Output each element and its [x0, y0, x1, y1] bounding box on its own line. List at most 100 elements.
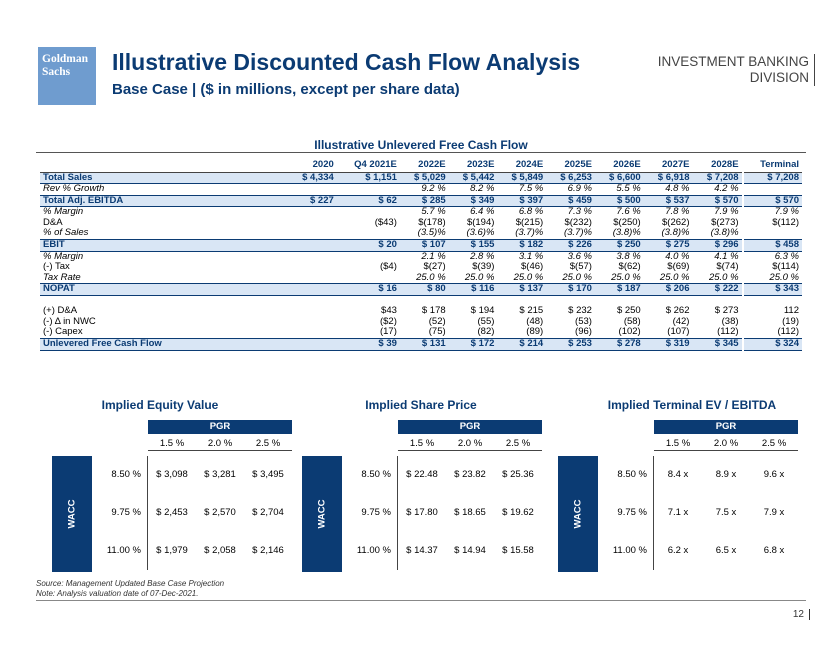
row-value: 4.8 % — [665, 183, 690, 195]
row-value: $ 343 — [741, 283, 802, 297]
row-value: $ 39 — [336, 337, 400, 351]
row-label: (-) Tax — [43, 261, 70, 273]
sensitivity-row: 9.75 % 7.1 x 7.5 x 7.9 x — [598, 494, 798, 532]
sensitivity-value: $ 3,281 — [204, 469, 236, 480]
fcf-row: Total Adj. EBITDA $ 227 $ 62 $ 285 $ 349 $ 39… — [40, 194, 802, 208]
row-value: $ 62 — [336, 194, 400, 208]
row-value: $ 227 — [288, 194, 337, 208]
row-label: EBIT — [40, 239, 288, 252]
row-value: 7.6 % — [616, 206, 641, 218]
row-value: $ 5,849 — [497, 171, 547, 185]
row-value: $ 107 — [399, 239, 449, 252]
fcf-row: % Margin 2.1 % 2.8 % 3.1 % 3.6 % 3.8 % 4.0 % 4.… — [40, 250, 802, 263]
row-value: $ 155 — [448, 239, 498, 252]
row-value: $(39) — [472, 261, 495, 273]
sensitivity-value: $ 2,570 — [204, 507, 236, 518]
row-value: (102) — [618, 326, 641, 338]
sensitivity-value: $ 18.65 — [454, 507, 486, 518]
row-value: (112) — [741, 326, 802, 339]
row-value: $ 7,208 — [741, 171, 802, 185]
pgr-value: 2.0 % — [713, 438, 739, 449]
fcf-row: (-) Δ in NWC ($2) (52) (55) (48) (53) (58) (42)… — [40, 315, 802, 328]
row-value: $ 1,151 — [336, 171, 400, 185]
row-value: $ 349 — [448, 194, 498, 208]
row-value: (19) — [741, 316, 802, 328]
row-value: (3.7)% — [563, 227, 592, 239]
row-value — [288, 251, 337, 262]
fcf-row: EBIT $ 20 $ 107 $ 155 $ 182 $ 226 $ 250 $ 275 $ … — [40, 239, 802, 252]
row-value: 25.0 % — [416, 271, 446, 283]
row-value: (82) — [477, 326, 495, 338]
row-value — [288, 262, 337, 273]
row-label: % Margin — [43, 250, 84, 262]
row-value: $ 458 — [741, 239, 802, 252]
fcf-header-row: 2020 Q4 2021E 2022E 2023E 2024E 2025E 2026E 202… — [40, 159, 802, 173]
row-value: (3.8)% — [710, 227, 739, 239]
wacc-label-block: WACC — [52, 456, 92, 572]
row-value — [288, 337, 337, 351]
sensitivity-value: $ 2,058 — [204, 545, 236, 556]
row-value — [741, 183, 802, 196]
row-value: $43 — [381, 305, 397, 317]
logo-line-2: Sachs — [42, 66, 71, 78]
pgr-value: 2.5 % — [761, 438, 787, 449]
fcf-row: % of Sales (3.5)% (3.6)% (3.7)% (3.7)% (3.8)%… — [40, 227, 802, 240]
division-line-1: INVESTMENT BANKING — [657, 54, 809, 69]
pgr-value: 1.5 % — [159, 438, 185, 449]
row-value: $(250) — [613, 216, 641, 228]
sensitivity-value: $ 25.36 — [502, 469, 534, 480]
row-value: $(27) — [423, 261, 446, 273]
pgr-header: PGR — [148, 420, 292, 434]
row-value: (107) — [667, 326, 690, 338]
row-value: $ 319 — [643, 337, 693, 351]
sensitivity-value: $ 15.58 — [502, 545, 534, 556]
row-value: 4.1 % — [714, 250, 739, 262]
wacc-rate: 9.75 % — [598, 494, 654, 532]
pgr-value: 1.5 % — [409, 438, 435, 449]
sensitivity-value: $ 1,979 — [156, 545, 188, 556]
row-value: $ 500 — [594, 194, 644, 208]
sensitivity-value: 6.5 x — [715, 545, 737, 556]
row-value: $ 222 — [692, 283, 743, 297]
row-value: 9.2 % — [421, 183, 446, 195]
fcf-row: Rev % Growth 9.2 % 8.2 % 7.5 % 6.9 % 5.5 % 4.8… — [40, 183, 802, 196]
sensitivity-value: $ 22.48 — [406, 469, 438, 480]
row-value: $ 397 — [497, 194, 547, 208]
row-value: $ 131 — [399, 337, 449, 351]
row-value: $ 116 — [448, 283, 498, 297]
wacc-rate: 11.00 % — [92, 532, 148, 570]
row-value: 25.0 % — [513, 271, 544, 283]
sensitivity-value: $ 2,146 — [252, 545, 284, 556]
row-value: 7.8 % — [665, 206, 690, 218]
sensitivity-value: $ 23.82 — [454, 469, 486, 480]
sensitivity-value: $ 14.37 — [406, 545, 438, 556]
row-value: 6.4 % — [470, 206, 495, 218]
row-value: 4.2 % — [714, 183, 739, 195]
wacc-rate: 8.50 % — [598, 456, 654, 494]
sensitivity-value: 7.5 x — [715, 507, 737, 518]
row-value: 25.0 % — [708, 271, 739, 283]
row-value: $ 570 — [741, 194, 802, 208]
row-value: $(74) — [716, 261, 739, 273]
row-label: Unlevered Free Cash Flow — [40, 337, 288, 351]
row-label: % of Sales — [43, 227, 89, 239]
row-label — [40, 296, 288, 307]
row-value: $ 170 — [546, 283, 595, 297]
row-value: (3.7)% — [515, 227, 544, 239]
sensitivity-row: 11.00 % $ 14.37 $ 14.94 $ 15.58 — [342, 532, 542, 570]
wacc-label-block: WACC — [302, 456, 342, 572]
footnote: Source: Management Updated Base Case Pro… — [36, 579, 224, 599]
row-value: (3.8)% — [661, 227, 690, 239]
row-value: 6.3 % — [741, 251, 802, 263]
row-value: $ 278 — [594, 337, 644, 351]
row-value — [288, 306, 337, 317]
fcf-row: Unlevered Free Cash Flow $ 39 $ 131 $ 172 $ … — [40, 337, 802, 351]
row-value: 112 — [741, 306, 802, 317]
row-value: $(178) — [418, 216, 446, 228]
row-value: $ 250 — [616, 305, 641, 317]
row-value: (42) — [672, 315, 690, 327]
row-value — [741, 295, 802, 307]
pgr-value: 2.5 % — [255, 438, 281, 449]
wacc-rate: 11.00 % — [342, 532, 398, 570]
section-divider — [36, 152, 806, 153]
